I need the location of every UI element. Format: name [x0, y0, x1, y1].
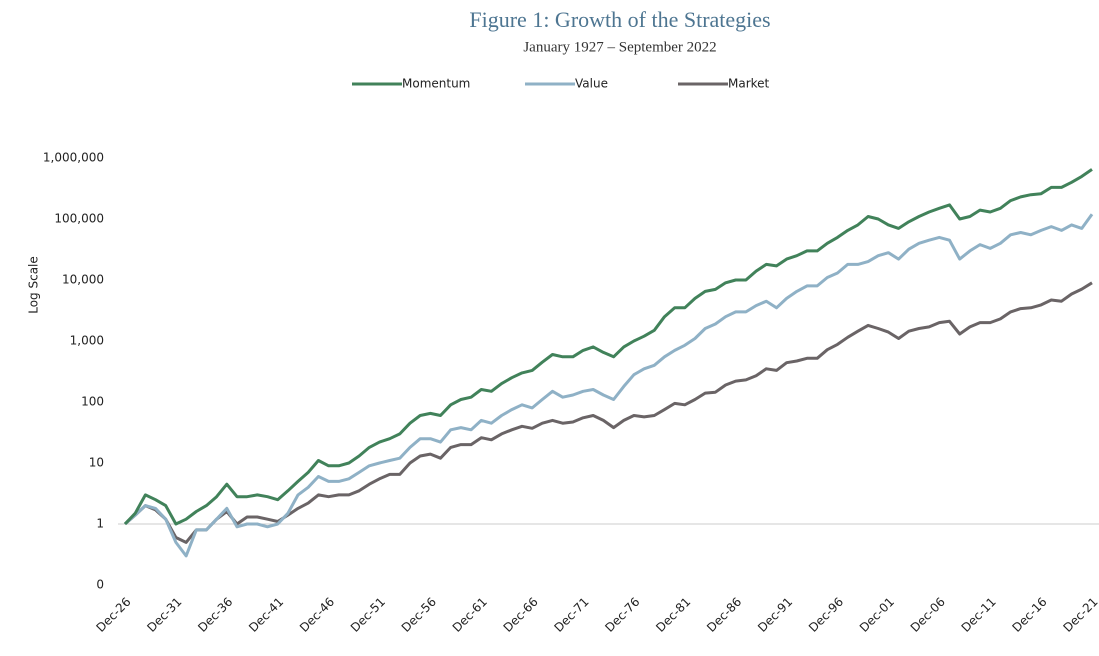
x-tick-label: Dec-21	[1060, 595, 1099, 635]
y-axis-label: Log Scale	[27, 256, 41, 314]
chart-subtitle: January 1927 – September 2022	[523, 39, 716, 55]
x-tick-label: Dec-31	[144, 595, 184, 635]
x-tick-label: Dec-66	[501, 595, 541, 635]
x-tick-label: Dec-91	[755, 595, 795, 635]
x-tick-label: Dec-51	[348, 595, 388, 635]
x-tick-label: Dec-26	[93, 595, 133, 635]
series-line	[124, 213, 1094, 558]
y-tick-label: 1,000,000	[43, 151, 104, 165]
y-tick-label: 100	[81, 395, 104, 409]
y-tick-label: 1	[96, 517, 104, 531]
x-tick-label: Dec-11	[959, 595, 999, 635]
x-tick-label: Dec-86	[704, 595, 744, 635]
x-tick-label: Dec-96	[806, 595, 846, 635]
y-tick-label: 100,000	[54, 212, 104, 226]
legend-label: Value	[575, 77, 608, 91]
x-tick-label: Dec-61	[450, 595, 490, 635]
x-tick-label: Dec-71	[551, 595, 591, 635]
y-tick-label: 0	[96, 578, 104, 592]
x-tick-label: Dec-16	[1010, 595, 1050, 635]
x-tick-label: Dec-76	[602, 595, 642, 635]
series-line	[124, 281, 1093, 544]
legend-label: Momentum	[402, 77, 470, 91]
x-tick-label: Dec-46	[297, 595, 337, 635]
x-tick-label: Dec-01	[857, 595, 897, 635]
x-tick-label: Dec-41	[246, 595, 286, 635]
x-tick-label: Dec-56	[399, 595, 439, 635]
y-tick-label: 10	[89, 456, 104, 470]
y-tick-label: 1,000	[70, 334, 104, 348]
series-line	[123, 168, 1093, 526]
chart-title: Figure 1: Growth of the Strategies	[469, 7, 770, 32]
y-tick-label: 10,000	[62, 273, 104, 287]
x-tick-label: Dec-81	[653, 595, 693, 635]
x-tick-label: Dec-06	[908, 595, 948, 635]
legend-label: Market	[728, 77, 770, 91]
x-tick-label: Dec-36	[195, 595, 235, 635]
